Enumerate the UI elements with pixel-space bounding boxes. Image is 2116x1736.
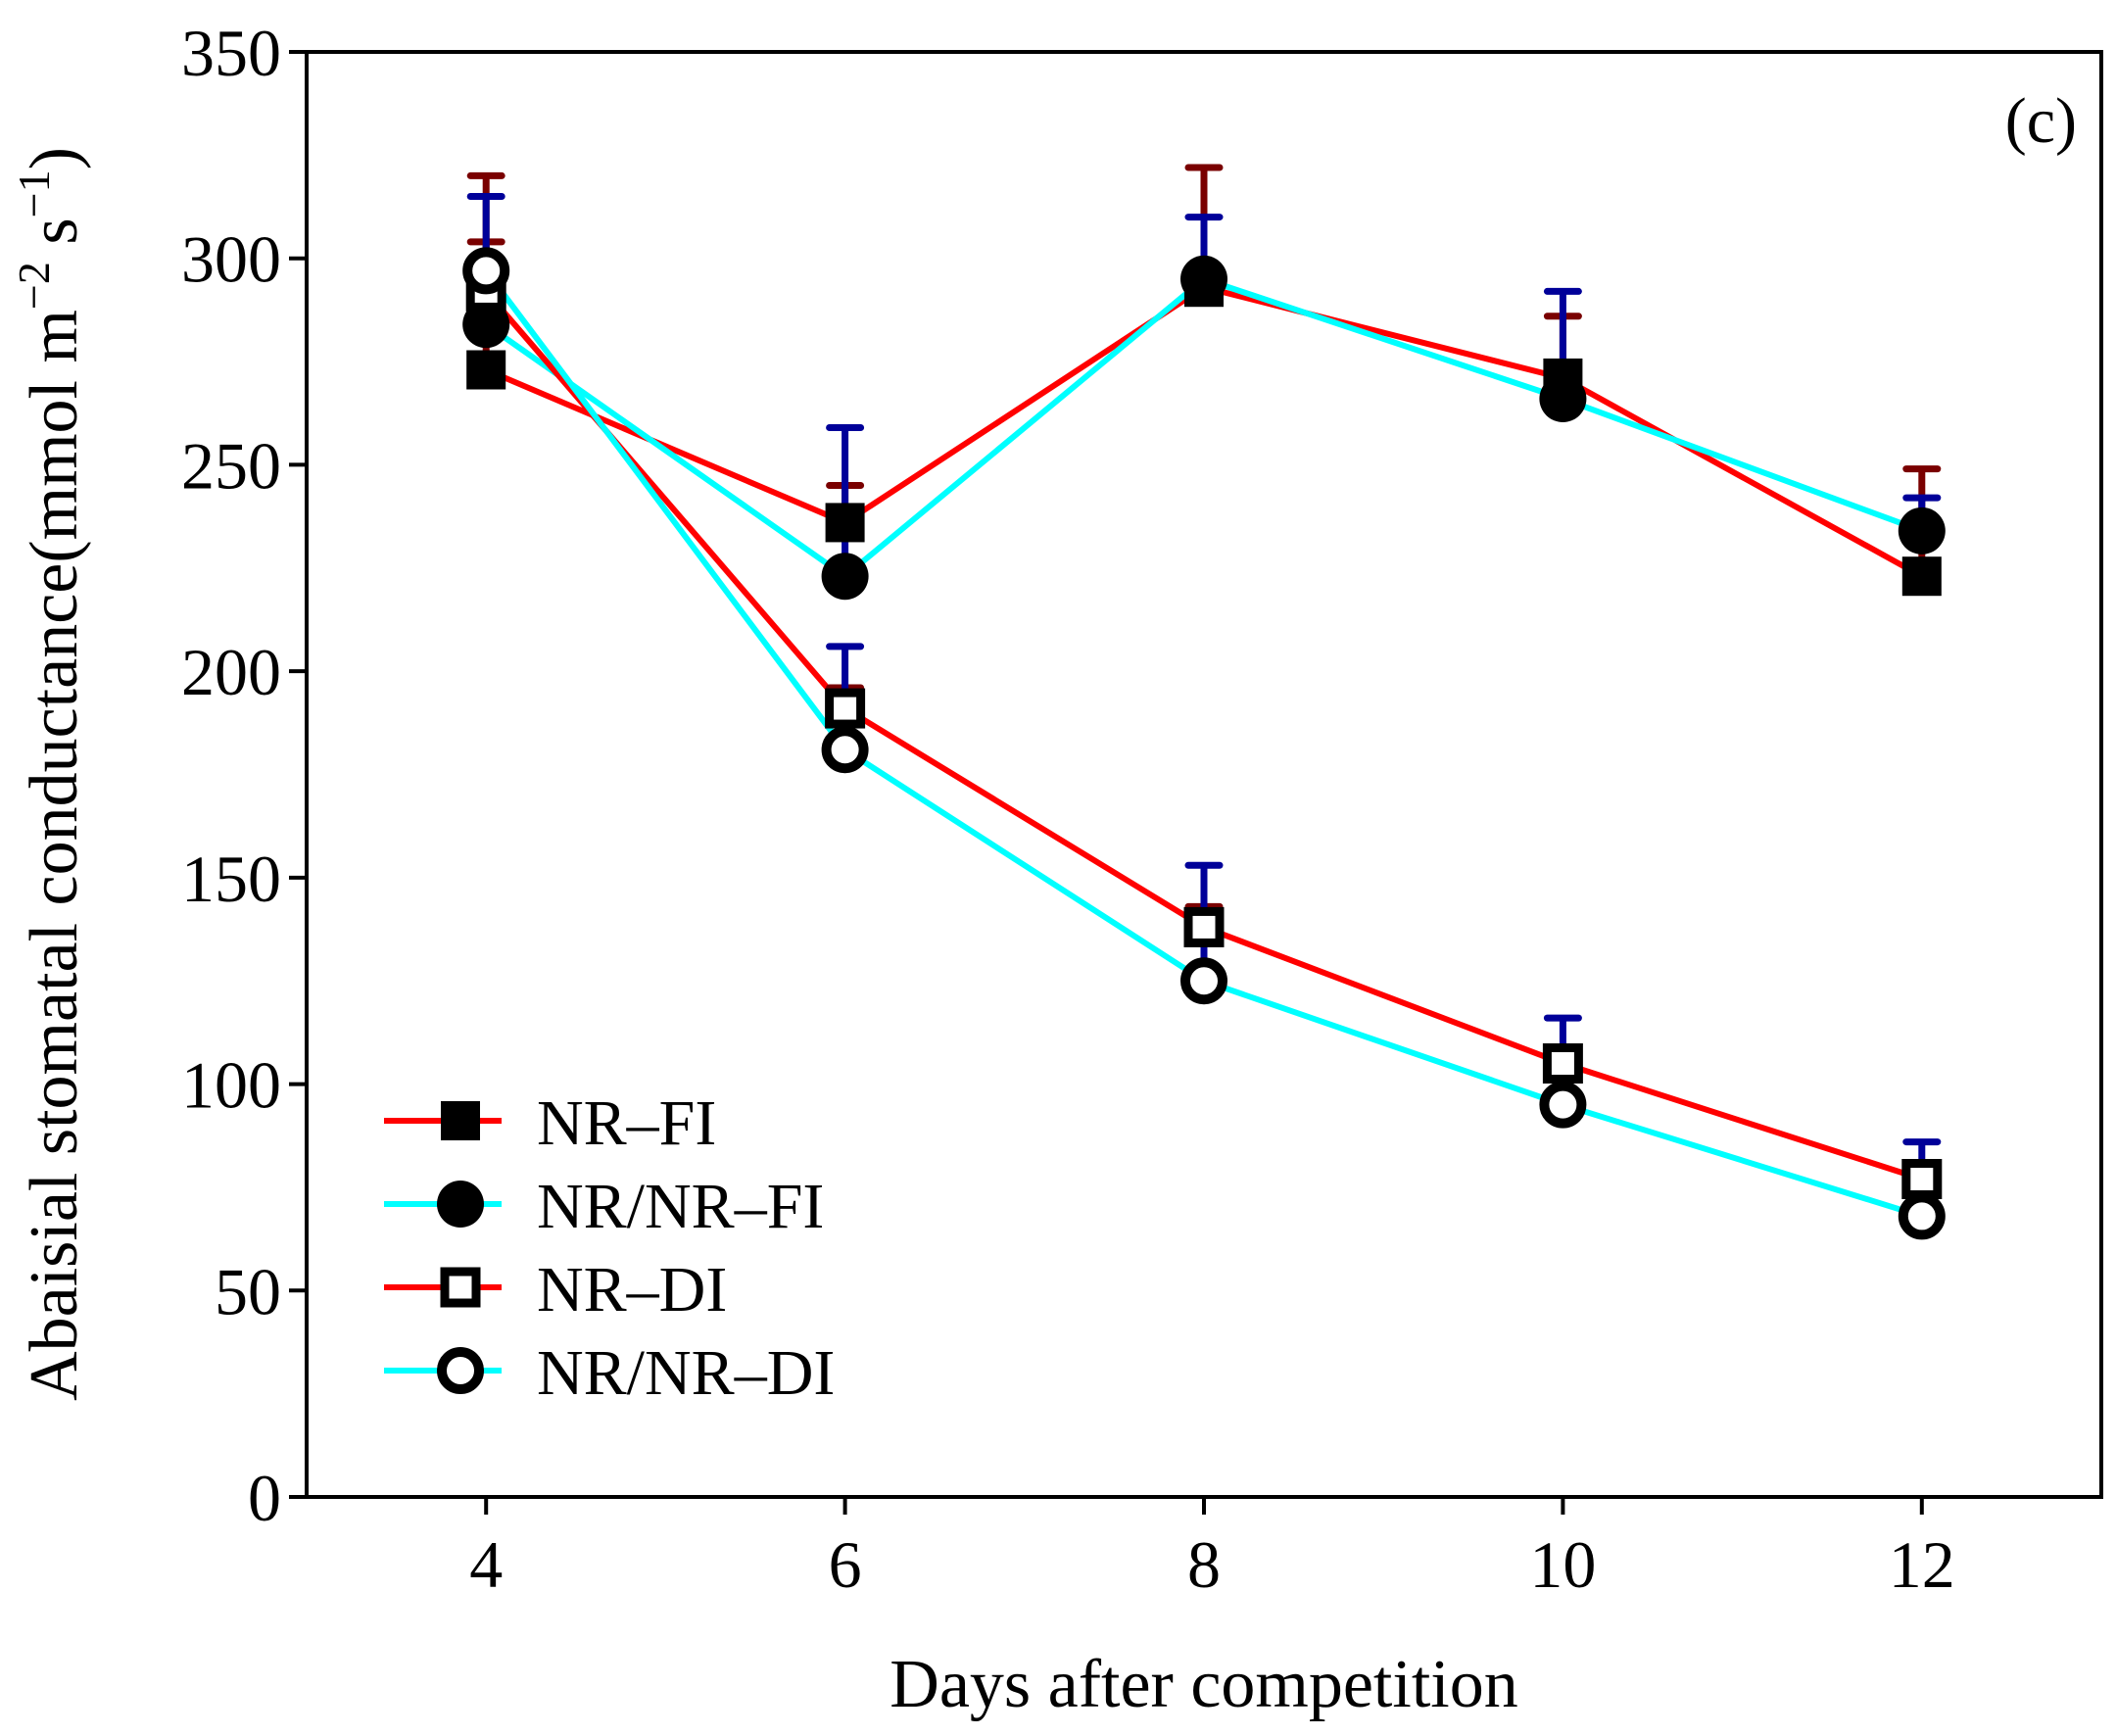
- series-0: [485, 283, 1924, 579]
- y-tick-label: 0: [248, 1461, 281, 1535]
- x-tick-label: 8: [1187, 1527, 1221, 1602]
- x-tick-label: 12: [1889, 1527, 1955, 1602]
- y-axis-label-main: Abaisial stomatal conductance(mmol m: [17, 310, 92, 1401]
- x-tick-label: 10: [1529, 1527, 1596, 1602]
- data-point: [1901, 556, 1942, 597]
- series-2: [483, 289, 1923, 1182]
- series-line: [483, 268, 1923, 1220]
- legend-marker: [441, 1101, 480, 1140]
- data-point: [821, 726, 869, 774]
- data-point: [1180, 957, 1227, 1005]
- data-point: [1901, 1159, 1943, 1199]
- legend-label: NR/NR–FI: [537, 1171, 824, 1242]
- data-point: [1539, 1081, 1587, 1129]
- data-point: [1898, 506, 1946, 555]
- y-tick-label: 250: [181, 428, 281, 503]
- data-point: [462, 247, 510, 295]
- y-axis-label-sup1: −2: [9, 262, 59, 310]
- data-point: [821, 553, 869, 601]
- data-point: [1180, 255, 1227, 303]
- y-axis-label: Abaisial stomatal conductance(mmol m−2 s…: [9, 147, 92, 1401]
- data-point: [1542, 1043, 1583, 1084]
- y-tick-label: 200: [181, 635, 281, 709]
- data-point: [462, 301, 510, 349]
- series-line: [485, 283, 1924, 579]
- legend-label: NR–DI: [537, 1254, 727, 1326]
- y-axis-label-end: ): [17, 147, 92, 169]
- legend-marker: [440, 1267, 481, 1308]
- data-point: [1539, 375, 1587, 422]
- plot-area: 0 50 100 150 200 250 300 350 4 6 8 10 12 NR–FI NR/NR–F…: [181, 16, 2103, 1602]
- x-tick-label: 6: [829, 1527, 862, 1602]
- legend: NR–FI NR/NR–FI NR–DI NR/NR–DI: [384, 1087, 835, 1409]
- y-tick-label: 350: [181, 16, 281, 90]
- y-axis-label-sup2: −1: [9, 169, 59, 217]
- data-point: [1898, 1192, 1946, 1240]
- data-point: [466, 350, 506, 390]
- legend-label: NR–FI: [537, 1087, 716, 1159]
- y-tick-label: 100: [181, 1048, 281, 1123]
- y-tick-label: 150: [181, 842, 281, 916]
- data-point: [825, 688, 866, 729]
- series-1: [484, 275, 1923, 580]
- y-axis-label-mid: s: [17, 217, 92, 262]
- series-3: [483, 268, 1923, 1220]
- data-point: [1183, 906, 1225, 947]
- x-tick-label: 4: [469, 1527, 503, 1602]
- panel-label: (c): [2005, 85, 2077, 157]
- y-tick-label: 50: [215, 1254, 281, 1328]
- y-tick-label: 300: [181, 222, 281, 297]
- data-point: [825, 503, 865, 543]
- legend-label: NR/NR–DI: [537, 1337, 835, 1409]
- legend-marker: [437, 1347, 484, 1394]
- series-line: [483, 289, 1923, 1182]
- series-line: [484, 275, 1923, 580]
- legend-marker: [437, 1181, 484, 1228]
- x-axis-label: Days after competition: [890, 1647, 1517, 1722]
